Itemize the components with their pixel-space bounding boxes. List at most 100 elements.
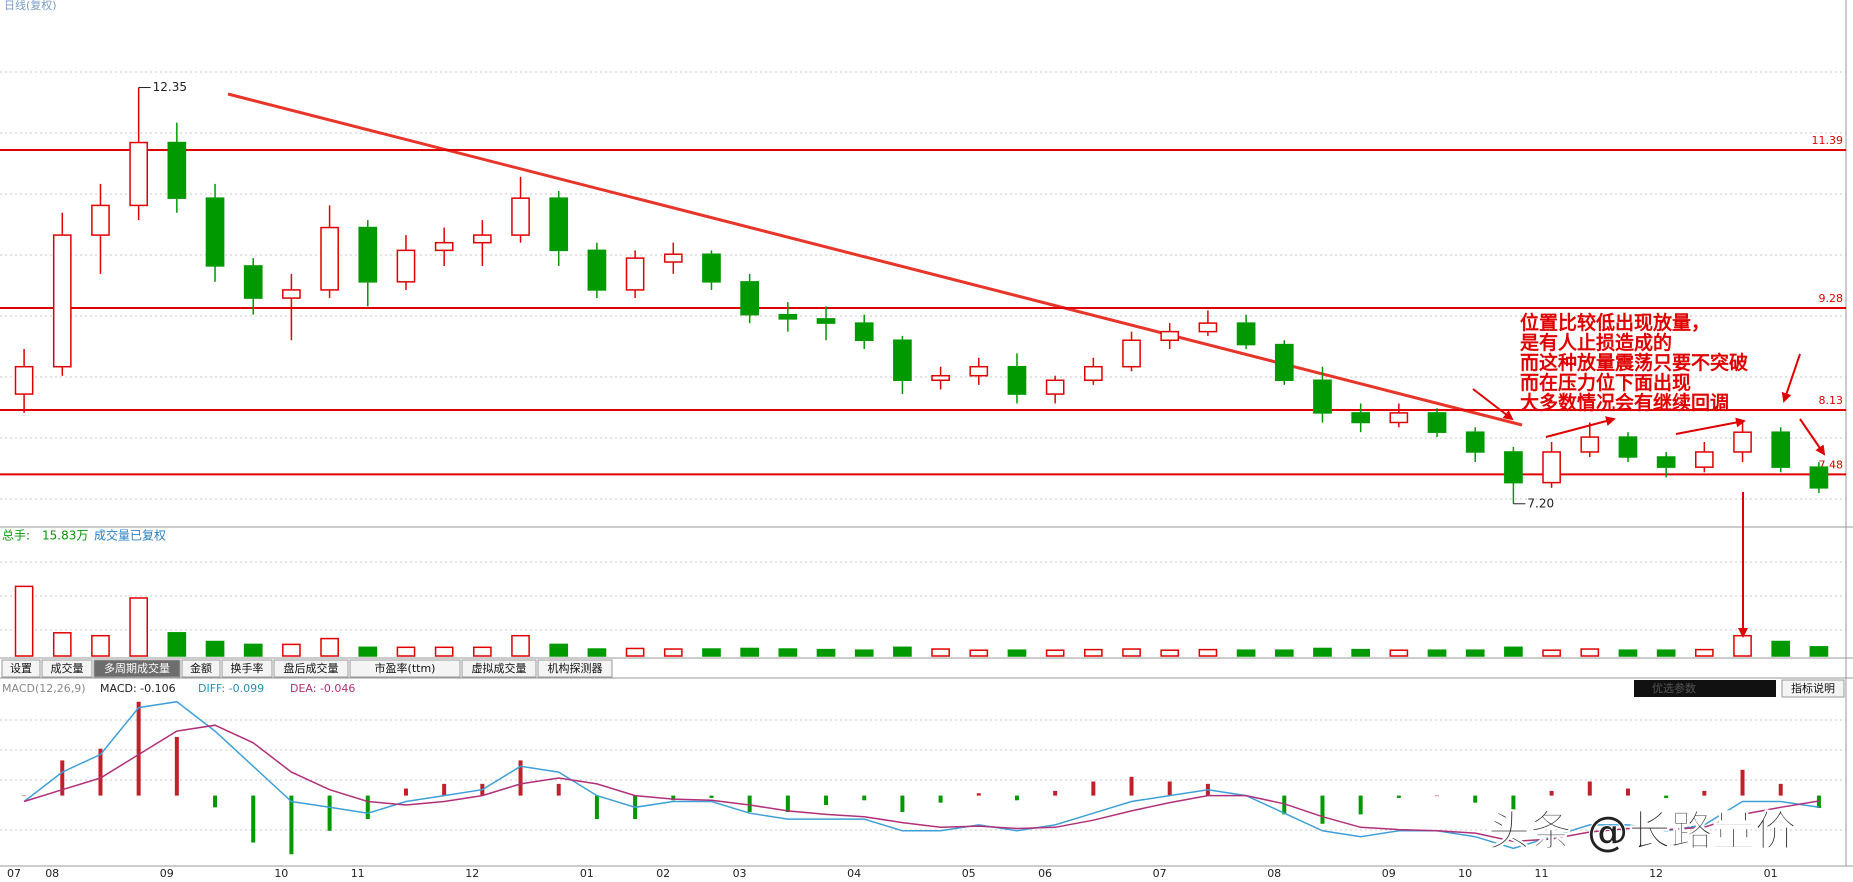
tab[interactable] [41,659,93,678]
candle-body [931,374,950,382]
button[interactable] [1634,680,1776,697]
candle-body [1504,451,1523,484]
macd-bar [327,795,332,831]
candle-body [663,253,683,263]
volume-bar [702,648,721,657]
macd-bar [709,795,714,798]
x-tick-label: 08 [1267,867,1281,880]
tab-label[interactable]: 成交量 [51,661,84,675]
macd-bar [136,701,141,796]
tab-label[interactable]: 盘后成交量 [284,661,339,675]
annotation-line: 位置比较低出现放量， [1520,311,1710,334]
volume-bar [1656,649,1676,657]
tab[interactable] [1,659,41,678]
macd-bar [1396,795,1401,798]
volume-value: 15.83万 [42,529,88,543]
volume-bar [816,648,836,657]
tab[interactable] [537,659,613,678]
tab[interactable] [93,659,181,678]
macd-bar [785,795,790,813]
candle-body [434,241,454,252]
volume-bar [625,647,645,657]
volume-bar [91,634,110,657]
volume-bar [1007,649,1027,657]
volume-bar [969,649,989,657]
tab[interactable] [349,659,461,678]
tab-label[interactable]: 虚拟成交量 [472,661,527,675]
tab-label[interactable]: 市盈率(ttm) [375,661,436,675]
arrow [1781,353,1801,403]
tab-bar: 设置 成交量 多周期成交量 金额 换手率 盘后成交量 市盈率(ttm) 虚拟成交量 机构探测器 [1,659,613,678]
volume-bar [1198,648,1218,657]
candle-body [1809,466,1829,489]
candle-body [282,289,301,299]
tab-label[interactable]: 多周期成交量 [104,661,170,675]
macd-bar [1778,783,1783,796]
volume-bar [1504,646,1523,657]
volume-bar [205,640,225,657]
x-tick-label: 03 [733,867,747,880]
macd-bar [251,795,256,843]
macd-bar [1587,781,1592,796]
tab-label[interactable]: 机构探测器 [548,661,603,675]
volume-bar [1045,649,1065,657]
candle-body [816,318,836,324]
macd-bar [862,795,867,801]
button[interactable] [1781,679,1845,698]
x-tick-label: 10 [1458,867,1472,880]
x-tick-label: 08 [45,867,59,880]
candle-body [1618,436,1638,458]
candle-body [129,141,148,207]
volume-bar [931,648,950,657]
macd-bar [1549,790,1554,796]
x-tick-label: 01 [580,867,594,880]
candle-body [1580,436,1600,453]
button-label[interactable]: 指标说明 [1791,681,1835,695]
macd-bar [442,783,447,796]
macd-bar [98,748,103,796]
volume-bar [282,643,301,657]
annotation-line: 而在压力位下面出现 [1520,371,1691,394]
tab[interactable] [221,659,273,678]
volume-bar [1122,648,1141,657]
volume-bar [549,643,569,657]
watermark: 头条 @长路量价 [1488,807,1797,856]
tab-label[interactable]: 金额 [190,661,212,675]
tab-label[interactable]: 设置 [10,662,32,675]
volume-bar [663,648,683,657]
x-tick-label: 09 [160,867,174,880]
volume-bar [854,649,874,657]
macd-bar [518,760,523,796]
annotation-line: 而这种放量震荡只要不突破 [1520,351,1748,374]
macd-bar [1625,788,1630,796]
volume-bar [14,585,34,657]
macd-bar [1702,790,1707,796]
low-label: 7.20 [1527,496,1554,510]
candle-body [358,226,378,283]
macd-bar [1129,776,1134,796]
volume-bar [1771,640,1791,657]
button-label[interactable]: 优选参数 [1652,681,1696,695]
x-tick-label: 11 [351,867,365,880]
candle-body [320,226,339,291]
macd-bar [1320,795,1325,824]
candle-body [549,197,569,252]
candle-body [1389,412,1409,424]
x-tick-label: 07 [1153,867,1167,880]
macd-bar [174,736,179,796]
volume-bar [1542,649,1561,657]
x-tick-label: 06 [1038,867,1052,880]
volume-bar [1695,648,1714,657]
candle-body [14,365,34,395]
macd-bar [365,795,370,820]
candle-body [1733,431,1752,453]
arrow [1799,418,1826,456]
tab[interactable] [273,659,349,678]
candle-body [1198,322,1218,333]
tab[interactable] [461,659,537,678]
tab[interactable] [181,659,221,678]
volume-bar [1274,649,1294,657]
candle-body [1427,412,1447,433]
volume-bar [358,646,378,657]
tab-label[interactable]: 换手率 [231,661,264,675]
